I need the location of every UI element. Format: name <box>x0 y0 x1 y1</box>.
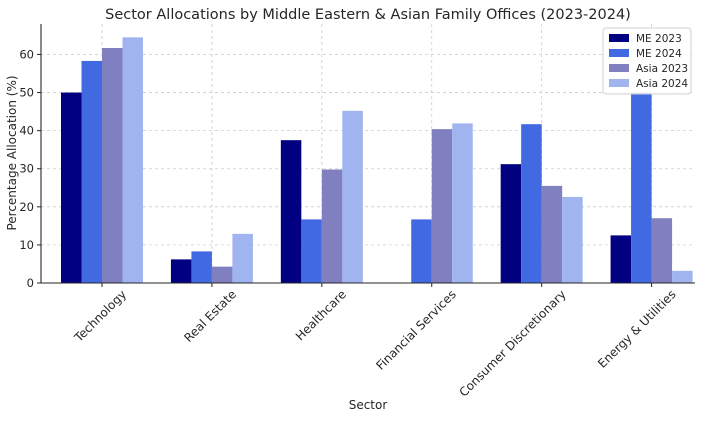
legend-label: Asia 2024 <box>636 78 688 90</box>
bar <box>672 270 693 283</box>
x-tick-label: Technology <box>71 287 129 345</box>
bar <box>81 60 102 283</box>
bar <box>301 219 322 283</box>
bar <box>521 124 542 283</box>
legend-swatch <box>609 34 629 42</box>
x-tick-label: Healthcare <box>293 287 349 343</box>
x-axis-ticks: Technology Real Estate Healthcare Financial… <box>71 283 679 400</box>
bar <box>211 266 233 283</box>
x-tick-label: Consumer Discretionary <box>456 287 568 399</box>
bar <box>411 219 432 283</box>
x-axis-label: Sector <box>349 398 388 412</box>
y-tick-label: 10 <box>19 238 34 252</box>
legend-swatch <box>609 64 629 72</box>
bar <box>610 235 632 283</box>
bar <box>562 196 583 283</box>
y-axis-label: Percentage Allocation (%) <box>5 75 19 230</box>
legend-swatch <box>609 79 629 87</box>
bar <box>170 259 192 283</box>
legend-label: ME 2024 <box>636 48 682 60</box>
legend: ME 2023 ME 2024 Asia 2023 Asia 2024 <box>602 27 692 95</box>
bar <box>280 140 302 283</box>
y-axis-ticks: 0 10 20 30 40 50 60 <box>19 47 41 290</box>
y-tick-label: 30 <box>19 162 34 176</box>
y-tick-label: 20 <box>19 200 34 214</box>
bar <box>321 169 343 283</box>
y-tick-label: 60 <box>19 47 34 61</box>
bar <box>342 110 363 283</box>
bars <box>61 37 693 283</box>
bar <box>61 92 82 283</box>
bar <box>541 185 563 283</box>
bar <box>102 47 123 283</box>
y-tick-label: 50 <box>19 86 34 100</box>
bar <box>500 164 522 283</box>
chart-title: Sector Allocations by Middle Eastern & A… <box>105 7 631 23</box>
bar <box>651 218 673 283</box>
bar <box>452 123 473 283</box>
legend-box <box>602 27 692 95</box>
y-tick-label: 40 <box>19 124 34 138</box>
axes <box>40 24 695 284</box>
bar <box>232 233 253 283</box>
y-tick-label: 0 <box>27 276 34 290</box>
legend-swatch <box>609 49 629 57</box>
bar <box>631 92 652 283</box>
x-tick-label: Real Estate <box>181 287 239 345</box>
legend-label: Asia 2023 <box>636 63 688 75</box>
bar <box>122 37 143 283</box>
bar <box>191 251 212 283</box>
grid-lines <box>41 24 695 284</box>
x-tick-label: Energy & Utilities <box>595 287 679 371</box>
legend-label: ME 2023 <box>636 33 682 45</box>
bar <box>431 129 453 283</box>
x-tick-label: Financial Services <box>373 287 459 373</box>
